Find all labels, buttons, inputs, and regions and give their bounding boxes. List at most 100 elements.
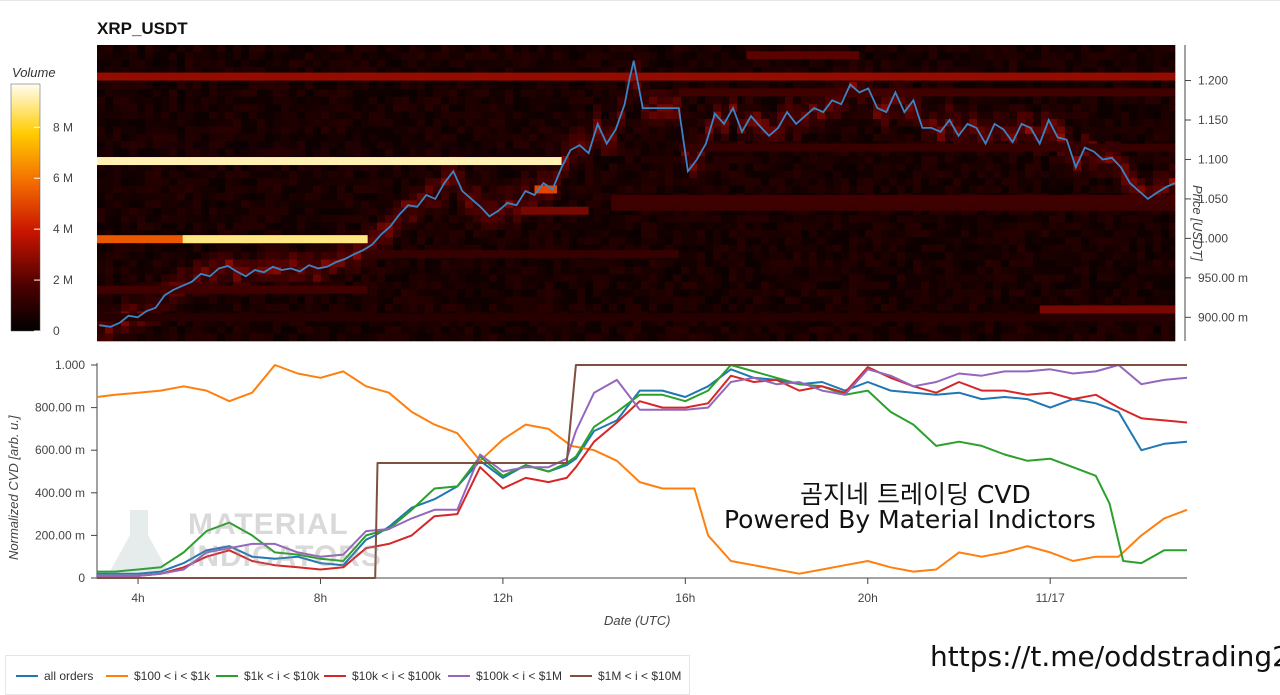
heat-cell <box>433 185 442 194</box>
heat-cell <box>633 222 642 231</box>
heat-cell <box>129 267 138 275</box>
heat-cell <box>353 304 362 312</box>
heat-cell <box>689 170 698 179</box>
heat-cell <box>1041 289 1050 297</box>
heat-cell <box>641 237 650 246</box>
heat-cell <box>353 163 362 172</box>
heat-cell <box>593 244 602 253</box>
heat-cell <box>777 237 786 246</box>
heat-cell <box>689 333 698 342</box>
heat-cell <box>409 111 418 120</box>
heat-cell <box>865 133 874 142</box>
heat-cell <box>665 82 674 90</box>
heat-cell <box>1065 267 1074 275</box>
heat-cell <box>457 59 466 68</box>
heat-cell <box>769 96 778 105</box>
heat-cell <box>257 133 266 142</box>
heat-cell <box>345 141 354 149</box>
heat-cell <box>521 148 530 157</box>
heat-cell <box>833 289 842 297</box>
heat-cell <box>481 193 490 201</box>
heat-cell <box>657 230 666 238</box>
heat-cell <box>473 193 482 201</box>
heat-cells <box>97 45 1176 342</box>
heat-cell <box>665 163 674 172</box>
heat-cell <box>193 52 202 61</box>
heat-cell <box>753 178 762 186</box>
heat-cell <box>513 141 522 149</box>
heat-cell <box>273 281 282 290</box>
heat-cell <box>1073 326 1082 334</box>
heat-cell <box>913 119 922 127</box>
heat-cell <box>889 104 898 112</box>
heat-cell <box>809 185 818 194</box>
heat-cell <box>569 333 578 342</box>
heat-cell <box>537 119 546 127</box>
heat-cell <box>729 156 738 164</box>
heat-cell <box>209 215 218 223</box>
heat-cell <box>1089 104 1098 112</box>
heat-cell <box>657 126 666 135</box>
heat-cell <box>393 318 402 327</box>
heat-cell <box>825 222 834 231</box>
heat-cell <box>977 119 986 127</box>
heat-cell <box>489 215 498 223</box>
heat-cell <box>369 52 378 61</box>
heat-cell <box>889 230 898 238</box>
heat-cell <box>497 59 506 68</box>
heat-cell <box>241 59 250 68</box>
heat-cell <box>105 215 114 223</box>
heat-cell <box>529 185 538 194</box>
heat-cell <box>233 318 242 327</box>
heat-cell <box>641 156 650 164</box>
heat-cell <box>625 67 634 75</box>
heat-cell <box>433 326 442 334</box>
heat-cell <box>161 230 170 238</box>
heat-cell <box>473 318 482 327</box>
heat-cell <box>537 237 546 246</box>
heat-cell <box>897 148 906 157</box>
heat-cell <box>305 304 314 312</box>
heat-cell <box>545 237 554 246</box>
heat-cell <box>313 296 322 305</box>
heat-cell <box>841 111 850 120</box>
heat-cell <box>297 45 306 53</box>
heat-cell <box>817 104 826 112</box>
heat-cell <box>409 230 418 238</box>
heat-cell <box>801 281 810 290</box>
heat-cell <box>233 281 242 290</box>
heat-cell <box>489 82 498 90</box>
heat-cell <box>1033 333 1042 342</box>
heat-cell <box>561 133 570 142</box>
heat-cell <box>1081 111 1090 120</box>
heat-cell <box>337 185 346 194</box>
heat-cell <box>361 82 370 90</box>
heat-cell <box>1001 252 1010 260</box>
heat-cell <box>721 237 730 246</box>
heat-cell <box>713 156 722 164</box>
heat-cell <box>937 185 946 194</box>
heat-cell <box>273 163 282 172</box>
heat-cell <box>417 104 426 112</box>
heat-cell <box>145 230 154 238</box>
heat-cell <box>473 126 482 135</box>
heat-cell <box>833 207 842 216</box>
heat-cell <box>97 274 106 283</box>
heat-cell <box>393 326 402 334</box>
heat-cell <box>625 289 634 297</box>
heat-cell <box>561 281 570 290</box>
heat-cell <box>361 200 370 209</box>
heat-cell <box>697 281 706 290</box>
heat-cell <box>713 163 722 172</box>
heat-cell <box>145 59 154 68</box>
heat-cell <box>345 67 354 75</box>
heat-cell <box>569 230 578 238</box>
heat-cell <box>185 52 194 61</box>
heat-cell <box>601 119 610 127</box>
heat-cell <box>1017 67 1026 75</box>
heat-cell <box>1017 237 1026 246</box>
heat-cell <box>1057 67 1066 75</box>
heat-cell <box>889 82 898 90</box>
heat-cell <box>833 296 842 305</box>
heat-cell <box>1009 252 1018 260</box>
